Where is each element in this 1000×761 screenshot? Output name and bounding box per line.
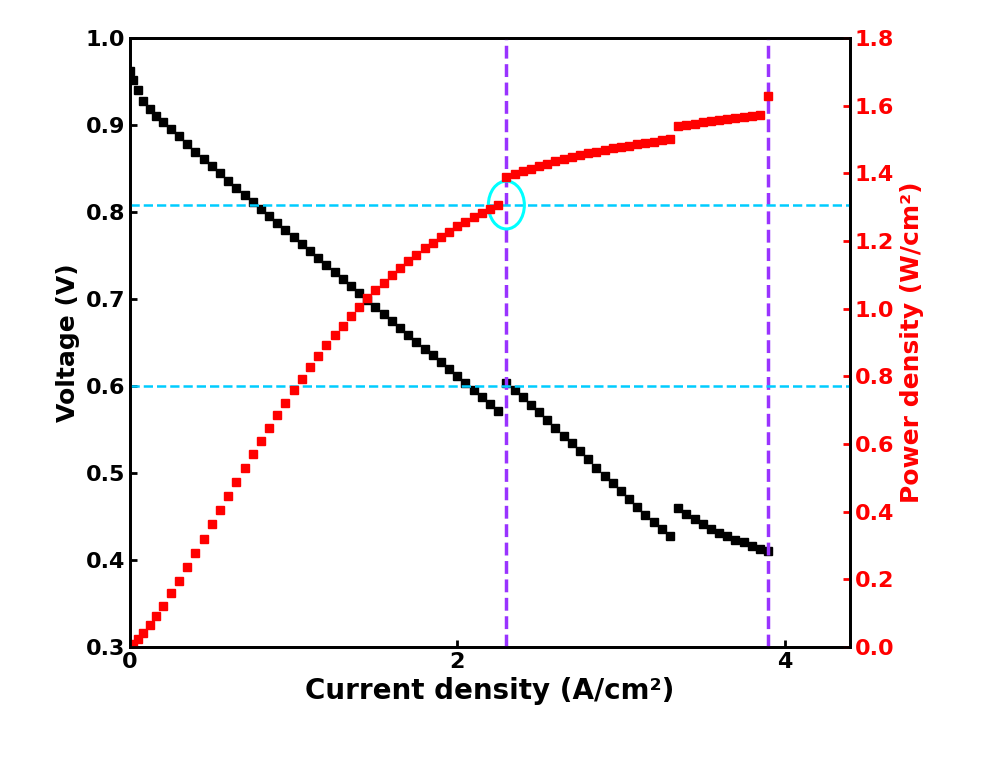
X-axis label: Current density (A/cm²): Current density (A/cm²) xyxy=(305,677,675,705)
Y-axis label: Voltage (V): Voltage (V) xyxy=(56,263,80,422)
Y-axis label: Power density (W/cm²): Power density (W/cm²) xyxy=(900,182,924,503)
